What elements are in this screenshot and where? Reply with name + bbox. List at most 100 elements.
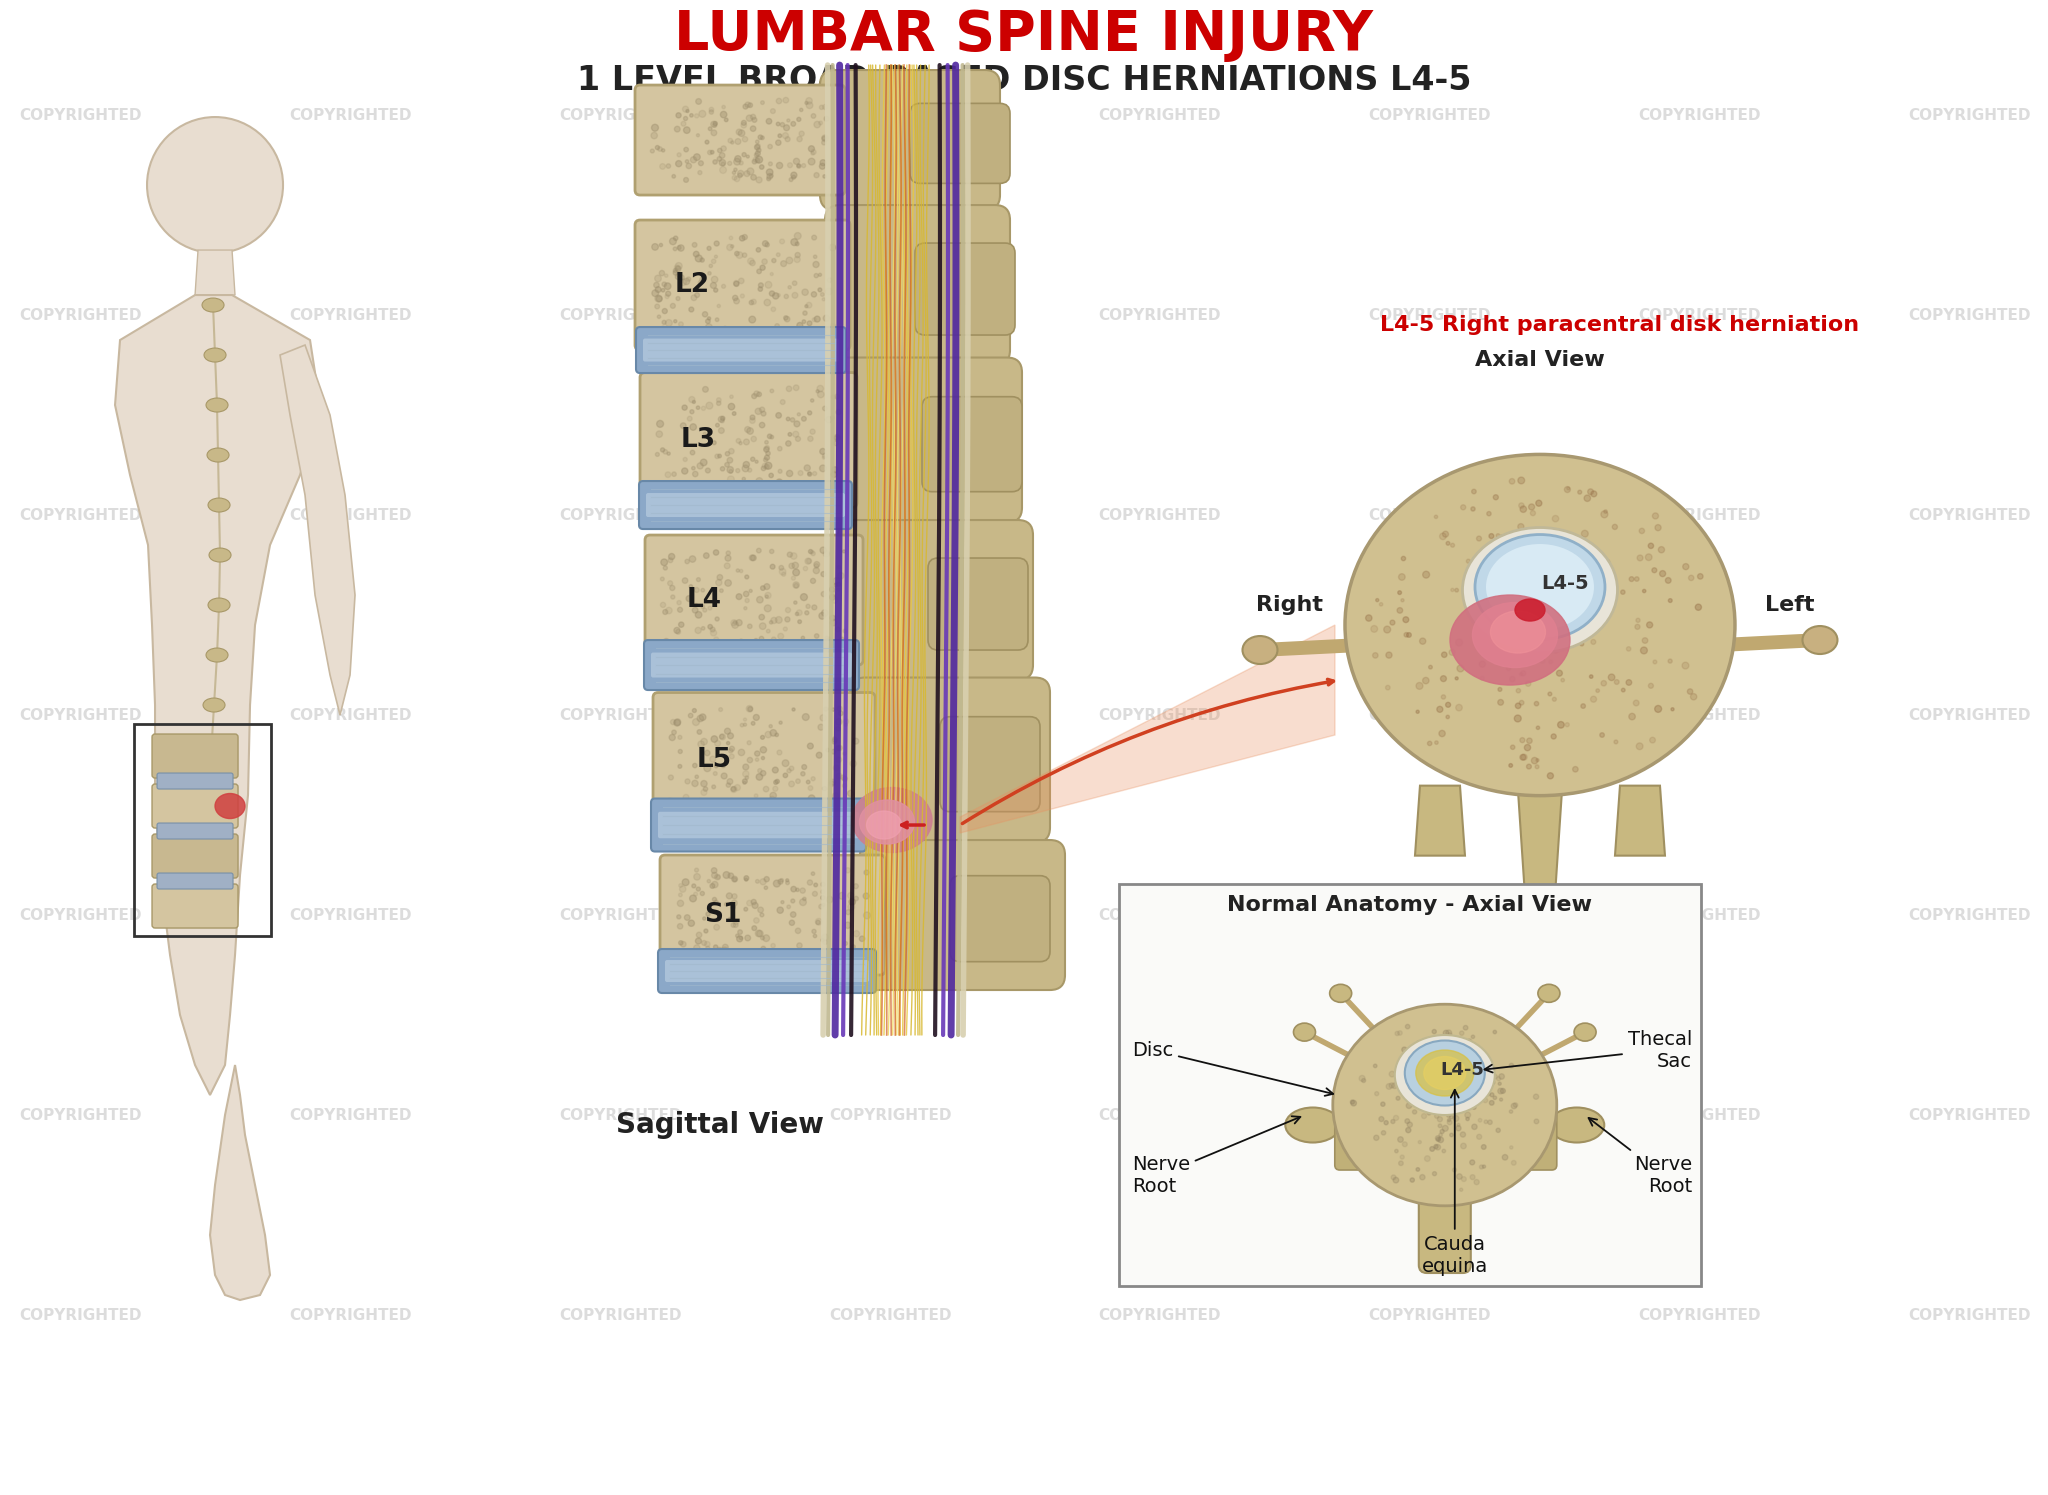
Circle shape <box>1489 1100 1495 1105</box>
Circle shape <box>752 457 756 462</box>
Circle shape <box>1470 507 1475 511</box>
Circle shape <box>1479 1118 1483 1123</box>
Circle shape <box>686 109 688 112</box>
Circle shape <box>659 602 666 607</box>
Circle shape <box>1667 659 1673 664</box>
Circle shape <box>1636 555 1642 561</box>
Circle shape <box>762 756 764 759</box>
Circle shape <box>702 432 707 435</box>
Ellipse shape <box>1395 1035 1495 1115</box>
Circle shape <box>682 577 688 583</box>
Circle shape <box>772 637 776 641</box>
Circle shape <box>692 719 700 725</box>
Circle shape <box>684 278 690 284</box>
Circle shape <box>731 622 739 628</box>
Circle shape <box>713 121 717 126</box>
Text: COPYRIGHTED: COPYRIGHTED <box>1368 1308 1491 1323</box>
Polygon shape <box>1518 791 1563 896</box>
Circle shape <box>1556 623 1563 628</box>
Circle shape <box>786 417 791 420</box>
Circle shape <box>743 724 748 727</box>
Circle shape <box>733 175 737 179</box>
Circle shape <box>791 957 795 960</box>
Circle shape <box>1542 598 1546 602</box>
Circle shape <box>754 638 758 643</box>
Circle shape <box>676 263 682 269</box>
Circle shape <box>1579 643 1583 646</box>
Circle shape <box>678 245 682 250</box>
Circle shape <box>764 446 770 451</box>
Circle shape <box>1595 689 1599 692</box>
FancyBboxPatch shape <box>645 493 846 517</box>
Circle shape <box>844 629 846 632</box>
Ellipse shape <box>866 810 901 839</box>
Circle shape <box>719 166 727 173</box>
Circle shape <box>745 706 754 712</box>
Circle shape <box>1536 501 1542 507</box>
Circle shape <box>733 281 739 287</box>
Circle shape <box>784 136 791 142</box>
Circle shape <box>760 637 764 641</box>
Circle shape <box>705 955 709 961</box>
Circle shape <box>1430 1093 1434 1099</box>
Circle shape <box>666 295 670 299</box>
Circle shape <box>1567 487 1569 490</box>
Circle shape <box>809 795 815 801</box>
Circle shape <box>827 278 831 283</box>
Circle shape <box>786 643 791 647</box>
Circle shape <box>797 943 803 948</box>
Circle shape <box>1417 1141 1421 1144</box>
Circle shape <box>766 451 770 456</box>
Circle shape <box>705 942 711 946</box>
Circle shape <box>1440 1129 1444 1133</box>
Circle shape <box>811 235 817 241</box>
Circle shape <box>1487 1120 1493 1124</box>
Circle shape <box>1628 713 1636 719</box>
Circle shape <box>666 164 670 169</box>
Circle shape <box>821 610 827 616</box>
Circle shape <box>797 136 803 142</box>
Circle shape <box>1386 685 1391 689</box>
FancyBboxPatch shape <box>909 103 1010 184</box>
Text: COPYRIGHTED: COPYRIGHTED <box>1368 308 1491 323</box>
Circle shape <box>778 634 784 640</box>
Circle shape <box>711 867 717 873</box>
Circle shape <box>147 117 283 253</box>
Circle shape <box>819 465 825 472</box>
Circle shape <box>1376 598 1378 601</box>
Circle shape <box>1649 683 1653 688</box>
Circle shape <box>1393 1115 1399 1120</box>
Circle shape <box>715 924 719 930</box>
Circle shape <box>717 157 721 161</box>
Circle shape <box>743 771 750 777</box>
Ellipse shape <box>215 794 246 819</box>
FancyBboxPatch shape <box>651 652 852 677</box>
Circle shape <box>756 879 760 884</box>
Circle shape <box>1552 516 1559 522</box>
Circle shape <box>782 773 788 777</box>
Circle shape <box>1563 635 1565 638</box>
Circle shape <box>821 903 825 906</box>
FancyArrowPatch shape <box>1264 646 1358 650</box>
Circle shape <box>684 559 690 564</box>
Circle shape <box>791 898 795 903</box>
Circle shape <box>793 562 799 568</box>
Circle shape <box>705 928 709 933</box>
Circle shape <box>848 903 854 910</box>
Circle shape <box>1622 688 1626 692</box>
Circle shape <box>1513 715 1522 722</box>
Circle shape <box>743 782 745 785</box>
Circle shape <box>1468 1075 1473 1078</box>
Circle shape <box>713 550 719 555</box>
Circle shape <box>840 774 846 780</box>
Polygon shape <box>281 345 354 715</box>
Circle shape <box>864 870 868 875</box>
Circle shape <box>709 265 713 268</box>
Circle shape <box>731 894 737 898</box>
Circle shape <box>1421 1114 1427 1118</box>
Circle shape <box>811 605 817 610</box>
Circle shape <box>1499 1082 1501 1085</box>
Circle shape <box>1391 1120 1395 1124</box>
Text: COPYRIGHTED: COPYRIGHTED <box>559 507 682 523</box>
Circle shape <box>1487 511 1491 516</box>
